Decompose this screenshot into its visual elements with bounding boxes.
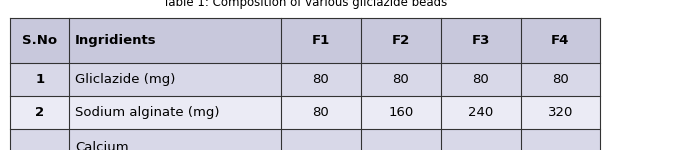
Bar (10, 96, 69, 129)
Bar (281, 63, 361, 96)
Text: q.s: q.s (311, 149, 331, 150)
Bar (69, 63, 281, 96)
Bar (69, 129, 281, 150)
Text: 80: 80 (392, 73, 409, 86)
Bar (361, 96, 441, 129)
Bar (441, 63, 520, 96)
Bar (520, 96, 600, 129)
Text: 3: 3 (35, 149, 44, 150)
Text: 1: 1 (35, 73, 44, 86)
Text: Ingridients: Ingridients (75, 34, 157, 47)
Text: 80: 80 (552, 73, 569, 86)
Text: Table 1: Composition of various gliclazide beads: Table 1: Composition of various gliclazi… (163, 0, 448, 9)
Text: Sodium alginate (mg): Sodium alginate (mg) (75, 106, 219, 119)
Text: 80: 80 (472, 73, 489, 86)
Text: 80: 80 (312, 106, 330, 119)
Bar (10, 129, 69, 150)
Text: 240: 240 (468, 106, 493, 119)
Text: F2: F2 (391, 34, 410, 47)
Bar (69, 96, 281, 129)
Bar (520, 129, 600, 150)
Bar (361, 18, 441, 63)
Bar (520, 18, 600, 63)
Text: q.s: q.s (471, 149, 491, 150)
Text: 2: 2 (35, 106, 44, 119)
Bar (281, 18, 361, 63)
Bar (520, 63, 600, 96)
Bar (10, 63, 69, 96)
Text: 160: 160 (388, 106, 414, 119)
Text: 320: 320 (548, 106, 573, 119)
Text: 80: 80 (312, 73, 330, 86)
Text: Gliclazide (mg): Gliclazide (mg) (75, 73, 176, 86)
Bar (281, 96, 361, 129)
Bar (361, 129, 441, 150)
Text: q.s: q.s (550, 149, 570, 150)
Text: S.No: S.No (22, 34, 58, 47)
Bar (281, 129, 361, 150)
Text: F4: F4 (551, 34, 570, 47)
Text: F1: F1 (312, 34, 330, 47)
Bar (441, 129, 520, 150)
Bar (441, 18, 520, 63)
Text: q.s: q.s (391, 149, 411, 150)
Text: F3: F3 (471, 34, 490, 47)
Bar (441, 96, 520, 129)
Bar (361, 63, 441, 96)
Text: Calcium
chloride(10%w/v)(ml): Calcium chloride(10%w/v)(ml) (75, 141, 219, 150)
Bar (69, 18, 281, 63)
Bar (10, 18, 69, 63)
